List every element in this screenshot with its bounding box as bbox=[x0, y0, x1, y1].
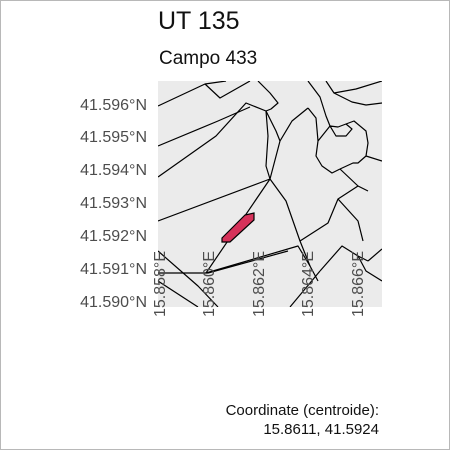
centroid-caption: Coordinate (centroide): 15.8611, 41.5924 bbox=[226, 401, 379, 439]
y-tick-label: 41.591°N bbox=[80, 261, 147, 278]
x-tick-label: 15.860°E bbox=[201, 250, 218, 317]
map-subtitle: Campo 433 bbox=[159, 48, 258, 69]
y-tick-label: 41.595°N bbox=[80, 129, 147, 146]
x-tick-label: 15.858°E bbox=[152, 250, 169, 317]
y-tick-label: 41.590°N bbox=[80, 294, 147, 311]
x-tick-label: 15.866°E bbox=[350, 250, 367, 317]
y-tick-label: 41.594°N bbox=[80, 162, 147, 179]
x-tick-label: 15.864°E bbox=[300, 250, 317, 317]
y-tick-label: 41.592°N bbox=[80, 228, 147, 245]
parcel-boundaries bbox=[158, 81, 382, 307]
y-tick-label: 41.593°N bbox=[80, 195, 147, 212]
x-tick-label: 15.862°E bbox=[251, 250, 268, 317]
centroid-caption-label: Coordinate (centroide): bbox=[225, 402, 379, 419]
parcel-map bbox=[158, 81, 382, 307]
centroid-caption-value: 15.8611, 41.5924 bbox=[263, 421, 379, 438]
highlighted-parcel[interactable] bbox=[221, 212, 255, 243]
map-title: UT 135 bbox=[158, 7, 240, 35]
y-tick-label: 41.596°N bbox=[80, 97, 147, 114]
